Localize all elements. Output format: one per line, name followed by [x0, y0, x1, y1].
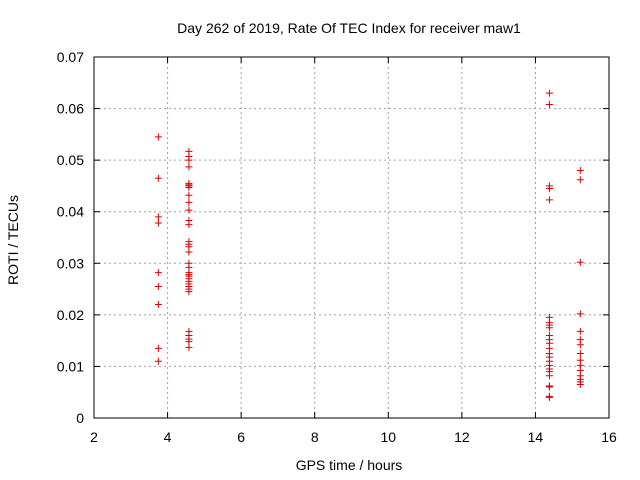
data-point: [154, 269, 162, 277]
y-tick-label: 0.06: [57, 101, 84, 117]
x-axis-label: GPS time / hours: [296, 457, 403, 473]
data-point: [545, 383, 553, 391]
x-tick-label: 10: [380, 429, 396, 445]
y-axis-label: ROTI / TECUs: [5, 195, 21, 285]
data-point: [185, 343, 193, 351]
data-point: [545, 372, 553, 380]
y-tick-label: 0.05: [57, 152, 84, 168]
x-tick-label: 6: [237, 429, 245, 445]
data-point: [545, 89, 553, 97]
data-point: [185, 198, 193, 206]
data-point: [154, 213, 162, 221]
data-point: [185, 156, 193, 164]
data-point: [154, 357, 162, 365]
data-point: [576, 258, 584, 266]
x-tick-label: 4: [164, 429, 172, 445]
data-point: [185, 191, 193, 199]
y-tick-labels: 0 0.01 0.02 0.03 0.04 0.05 0.06 0.07: [57, 49, 84, 426]
data-point: [185, 183, 193, 191]
data-point: [545, 100, 553, 108]
y-tick-label: 0.02: [57, 307, 84, 323]
x-tick-label: 16: [601, 429, 617, 445]
data-point: [576, 310, 584, 318]
data-point: [545, 324, 553, 332]
data-point: [185, 206, 193, 214]
data-point: [185, 288, 193, 296]
y-tick-label: 0.03: [57, 255, 84, 271]
x-tick-labels: 2 4 6 8 10 12 14 16: [90, 429, 617, 445]
data-point: [154, 174, 162, 182]
y-tick-label: 0.04: [57, 204, 84, 220]
data-point: [576, 341, 584, 349]
y-tick-label: 0: [76, 410, 84, 426]
chart-title: Day 262 of 2019, Rate Of TEC Index for r…: [177, 20, 521, 36]
data-point: [154, 301, 162, 309]
grid-lines: [94, 57, 609, 418]
data-point: [185, 221, 193, 229]
data-point: [154, 282, 162, 290]
data-point: [154, 133, 162, 141]
data-point: [154, 344, 162, 352]
data-point: [576, 176, 584, 184]
x-tick-label: 8: [311, 429, 319, 445]
data-point: [154, 219, 162, 227]
data-point: [185, 163, 193, 171]
data-point: [576, 350, 584, 358]
data-point: [576, 380, 584, 388]
x-tick-label: 14: [528, 429, 544, 445]
data-point: [545, 185, 553, 193]
x-tick-label: 2: [90, 429, 98, 445]
data-point: [545, 393, 553, 401]
data-point: [576, 327, 584, 335]
x-tick-label: 12: [454, 429, 470, 445]
plot-frame: [93, 56, 610, 419]
data-points: [154, 89, 584, 401]
data-point: [576, 166, 584, 174]
data-point: [545, 196, 553, 204]
y-tick-label: 0.01: [57, 358, 84, 374]
y-tick-label: 0.07: [57, 49, 84, 65]
data-point: [185, 248, 193, 256]
axis-ticks: [93, 56, 610, 419]
